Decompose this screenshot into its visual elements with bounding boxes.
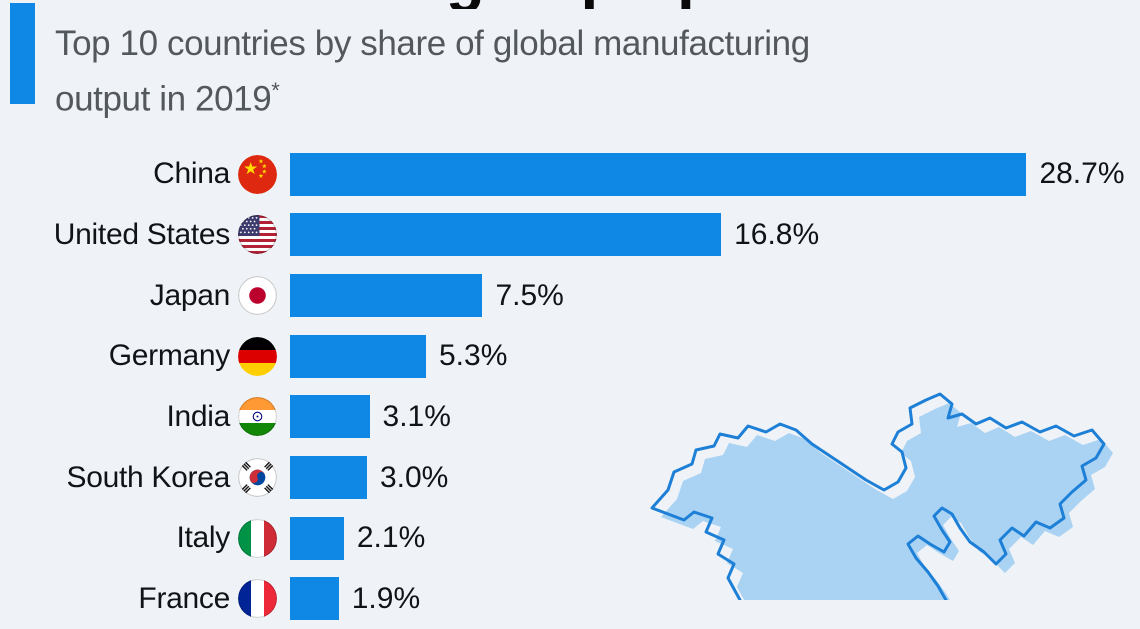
chart-row: Japan 7.5%	[0, 265, 1140, 326]
country-flag-icon-jp	[238, 276, 277, 315]
chart-subtitle: Top 10 countries by share of global manu…	[55, 20, 810, 123]
country-label: China	[153, 157, 230, 191]
bar	[290, 456, 367, 500]
value-label: 3.1%	[382, 399, 451, 433]
country-flag-icon-in	[238, 397, 277, 436]
country-flag-icon-it	[238, 519, 277, 558]
value-label: 5.3%	[438, 339, 508, 373]
country-label: Japan	[149, 278, 231, 312]
country-label: Germany	[108, 339, 231, 373]
country-label: South Korea	[66, 460, 231, 494]
bar	[290, 334, 426, 378]
subtitle-line-1: Top 10 countries by share of global manu…	[55, 24, 810, 63]
bar	[290, 152, 1027, 196]
bar-chart: China 28.7% United States 16.8% Japan 7.…	[0, 144, 1140, 629]
subtitle-line-2: output in 2019	[55, 79, 272, 119]
footnote-asterisk: *	[271, 78, 280, 103]
clipped-page-title: Manufacturing Superpower	[56, 0, 1116, 9]
value-label: 7.5%	[495, 278, 564, 312]
value-label: 28.7%	[1039, 157, 1125, 191]
country-label: Italy	[176, 521, 230, 555]
infographic-canvas: { "header": { "title": "Manufacturing Su…	[10, 0, 1125, 621]
country-label: United States	[53, 217, 231, 251]
chart-row: India 3.1%	[0, 387, 1140, 448]
page-title: Manufacturing Superpower	[56, 0, 1116, 9]
country-flag-icon-de	[238, 337, 277, 376]
country-flag-icon-kr	[238, 458, 277, 497]
bar	[290, 395, 370, 439]
bar	[290, 516, 344, 560]
value-label: 3.0%	[379, 460, 449, 494]
bar	[290, 577, 339, 621]
chart-row: Italy 2.1%	[0, 508, 1140, 569]
value-label: 1.9%	[351, 581, 421, 615]
country-label: India	[166, 399, 230, 433]
country-flag-icon-us	[238, 215, 277, 254]
chart-row: United States 16.8%	[0, 205, 1140, 266]
value-label: 2.1%	[356, 521, 426, 555]
bar	[290, 213, 722, 257]
chart-row: China 28.7%	[0, 144, 1140, 205]
chart-row: France 1.9%	[0, 568, 1140, 629]
chart-row: South Korea 3.0%	[0, 447, 1140, 508]
value-label: 16.8%	[734, 217, 820, 251]
country-flag-icon-fr	[238, 579, 277, 618]
chart-row: Germany 5.3%	[0, 326, 1140, 387]
country-flag-icon-cn	[238, 155, 277, 194]
accent-bar	[10, 3, 35, 104]
country-label: France	[138, 581, 230, 615]
bar	[290, 274, 483, 318]
